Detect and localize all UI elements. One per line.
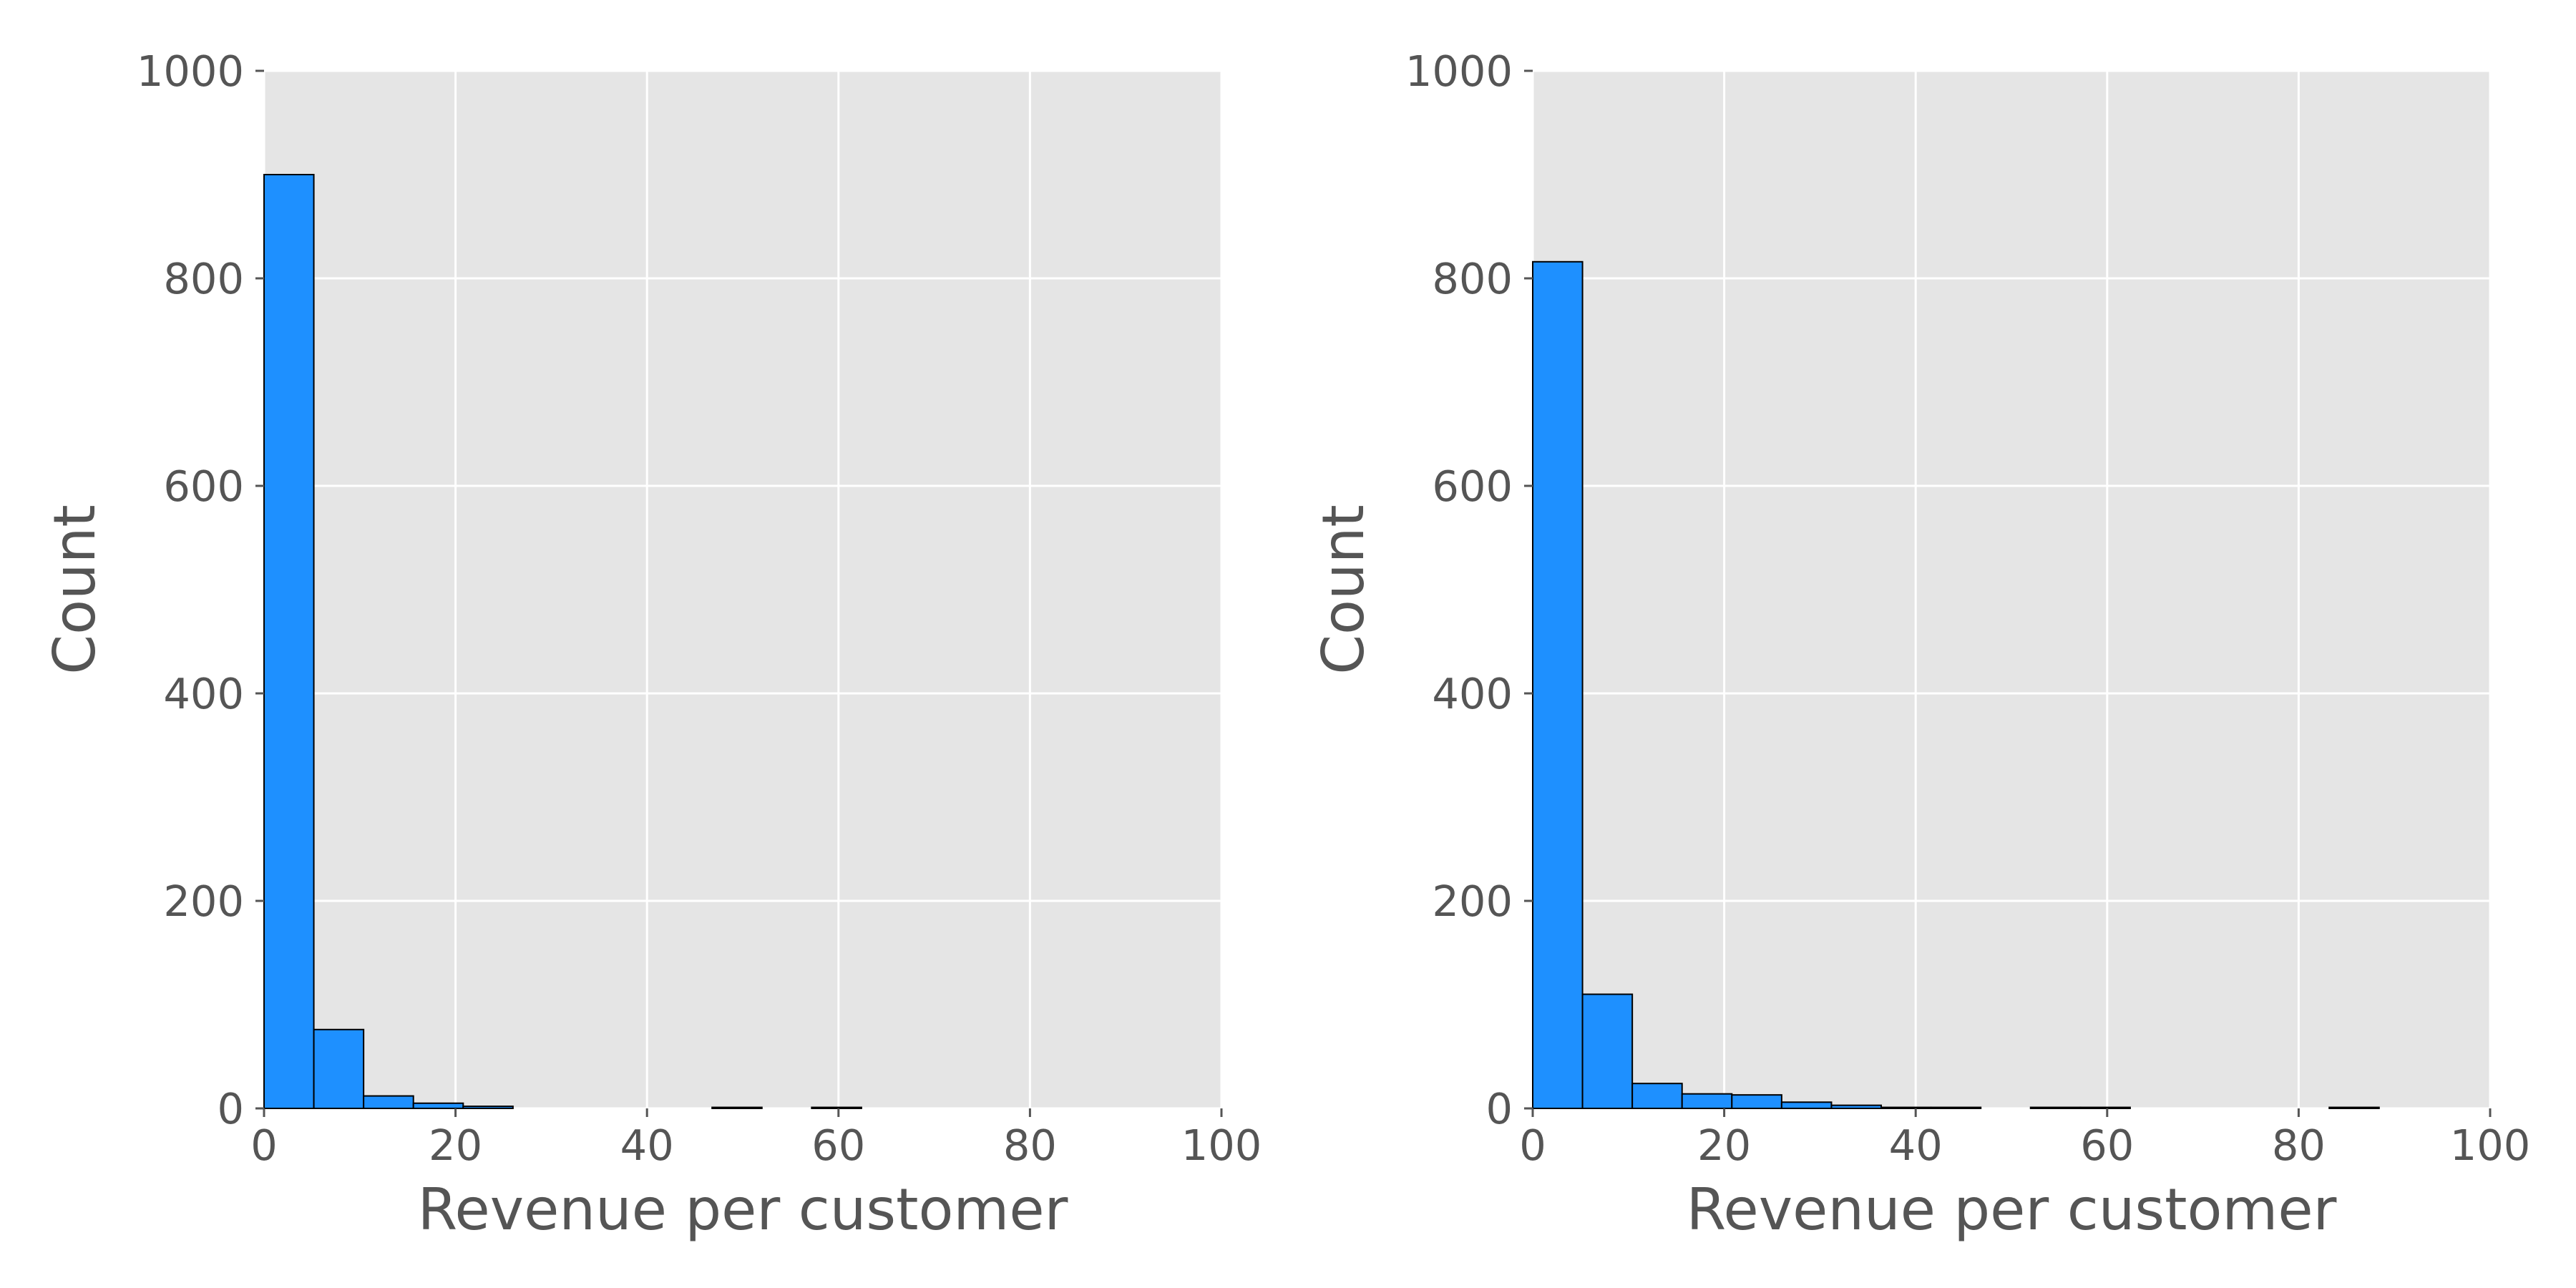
x-tick-label: 60 <box>2080 1121 2134 1170</box>
x-axis-label: Revenue per customer <box>1687 1176 2337 1243</box>
histogram-bar <box>412 1102 464 1109</box>
y-tick-label: 600 <box>1432 462 1513 511</box>
histogram-bar <box>1830 1104 1883 1110</box>
x-tick-label: 60 <box>811 1121 865 1170</box>
x-tick-label: 0 <box>250 1121 278 1170</box>
gridlines <box>263 69 1223 1110</box>
histogram-right: 0 20 40 60 80 100 0 200 400 600 800 1000 Revenue p… <box>1310 47 2530 1243</box>
x-tick-label: 0 <box>1519 1121 1546 1170</box>
histogram-bar <box>1780 1101 1833 1110</box>
plot-area <box>1533 71 2490 1108</box>
x-tick-label: 80 <box>1003 1121 1057 1170</box>
y-tick-labels: 0 200 400 600 800 1000 <box>1405 47 1513 1133</box>
gridlines <box>1531 69 2492 1110</box>
y-axis-label: Count <box>42 504 108 675</box>
histogram-bar <box>1581 993 1634 1109</box>
histogram-bar <box>1731 1094 1782 1110</box>
x-tick-label: 80 <box>2272 1121 2326 1170</box>
histogram-bar <box>462 1106 514 1109</box>
y-tick-label: 1000 <box>137 47 244 96</box>
histogram-bar <box>363 1095 414 1109</box>
y-tick-label: 400 <box>163 669 244 718</box>
bars <box>1532 260 2380 1110</box>
y-axis-label: Count <box>1310 504 1377 675</box>
y-tick-label: 200 <box>163 877 244 926</box>
y-tick-label: 600 <box>163 462 244 511</box>
x-tick-label: 20 <box>429 1121 482 1170</box>
y-tick-label: 1000 <box>1405 47 1513 96</box>
x-tick-label: 100 <box>2450 1121 2531 1170</box>
y-tick-label: 0 <box>217 1084 244 1133</box>
bars <box>263 174 862 1110</box>
histogram-bar <box>313 1028 365 1110</box>
x-tick-label: 40 <box>1889 1121 1943 1170</box>
x-tick-labels: 0 20 40 60 80 100 <box>1519 1121 2530 1170</box>
histogram-bar <box>1681 1093 1733 1109</box>
y-tick-labels: 0 200 400 600 800 1000 <box>137 47 244 1133</box>
histogram-bar <box>1532 260 1584 1109</box>
y-tick-label: 200 <box>1432 877 1513 926</box>
x-tick-labels: 0 20 40 60 80 100 <box>250 1121 1262 1170</box>
tick-marks <box>255 69 1223 1117</box>
y-tick-label: 400 <box>1432 669 1513 718</box>
tick-marks <box>1524 69 2492 1117</box>
x-tick-label: 40 <box>620 1121 674 1170</box>
x-axis-label: Revenue per customer <box>418 1176 1068 1243</box>
x-tick-label: 20 <box>1697 1121 1751 1170</box>
y-tick-label: 0 <box>1485 1084 1513 1133</box>
histogram-left: 0 20 40 60 80 100 0 200 400 600 800 1000 Revenue p… <box>42 47 1262 1243</box>
histogram-bar <box>1631 1083 1683 1109</box>
histogram-bar <box>263 174 315 1109</box>
y-tick-label: 800 <box>163 254 244 303</box>
y-tick-label: 800 <box>1432 254 1513 303</box>
plot-area <box>264 71 1221 1108</box>
x-tick-label: 100 <box>1181 1121 1262 1170</box>
